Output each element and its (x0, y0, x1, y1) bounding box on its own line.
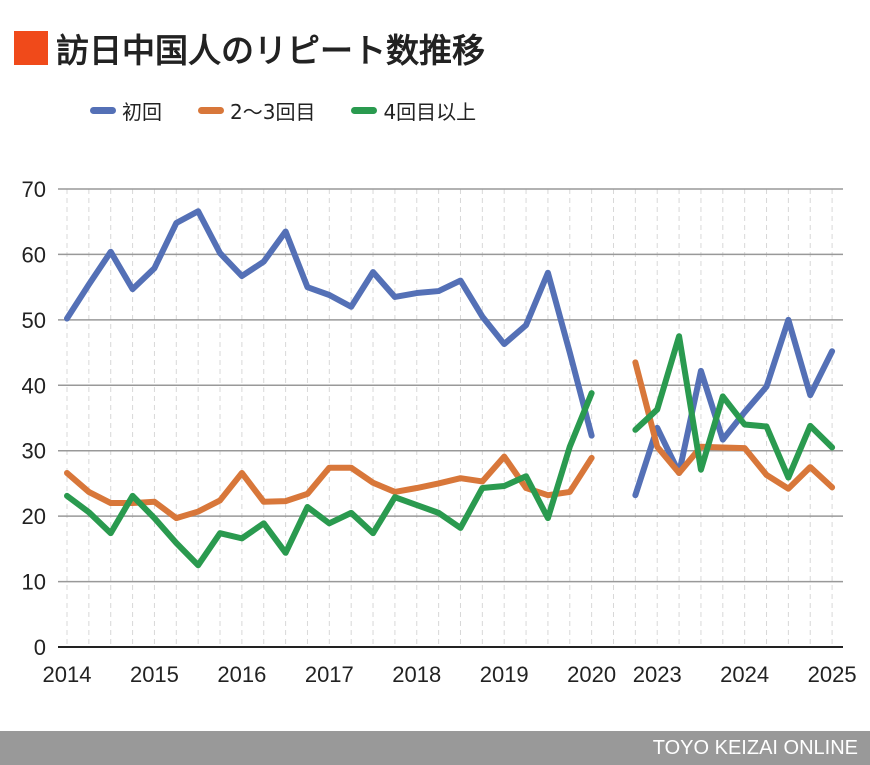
legend-item-2to3: 2〜3回目 (198, 96, 315, 125)
series-line-1 (632, 316, 836, 499)
y-tick-label: 10 (22, 570, 46, 595)
x-tick-label: 2024 (720, 662, 769, 687)
y-tick-label: 50 (22, 308, 46, 333)
y-tick-label: 20 (22, 504, 46, 529)
chart-title-text: 訪日中国人のリピート数推移 (56, 31, 485, 70)
series-line-2 (632, 359, 836, 492)
legend-item-first: 初回 (90, 96, 162, 125)
x-tick-label: 2019 (480, 662, 529, 687)
legend-swatch (351, 107, 378, 114)
x-tick-label: 2025 (808, 662, 857, 687)
y-tick-label: 0 (34, 635, 46, 660)
legend: 初回 2〜3回目 4回目以上 (90, 96, 476, 125)
chart-title: 訪日中国人のリピート数推移 (14, 24, 485, 72)
legend-label: 4回目以上 (383, 100, 477, 124)
legend-label: 2〜3回目 (230, 100, 316, 124)
footer-credit: TOYO KEIZAI ONLINE (0, 731, 870, 765)
title-accent-square (14, 31, 48, 65)
footer-text: TOYO KEIZAI ONLINE (652, 737, 858, 759)
x-tick-label: 2020 (567, 662, 616, 687)
series-line-3 (632, 333, 836, 481)
x-tick-label: 2015 (130, 662, 179, 687)
y-tick-label: 60 (22, 242, 46, 267)
x-tick-label: 2016 (217, 662, 266, 687)
legend-label: 初回 (122, 100, 162, 124)
y-tick-label: 70 (22, 177, 46, 202)
x-tick-label: 2017 (305, 662, 354, 687)
x-tick-label: 2023 (633, 662, 682, 687)
legend-swatch (198, 107, 224, 114)
x-tick-label: 2018 (392, 662, 441, 687)
legend-swatch (90, 107, 116, 114)
x-tick-label: 2014 (43, 662, 92, 687)
y-tick-label: 40 (22, 373, 46, 398)
y-tick-label: 30 (22, 439, 46, 464)
legend-item-4plus: 4回目以上 (351, 96, 476, 125)
